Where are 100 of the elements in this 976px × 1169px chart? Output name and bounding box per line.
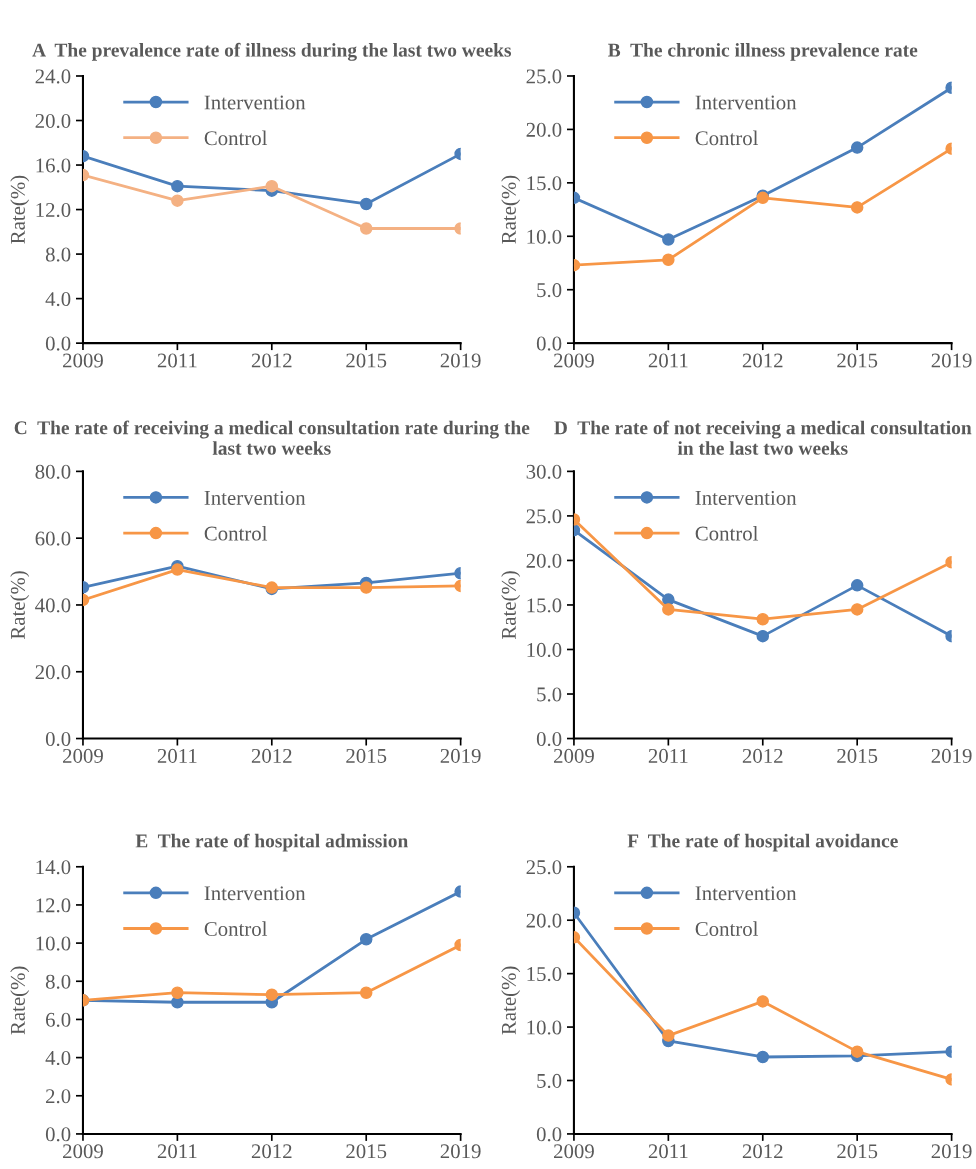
chart-title: A The prevalence rate of illness during the last two weeks (32, 42, 512, 61)
x-tick-label: 2019 (440, 748, 481, 763)
x-tick-label: 2009 (63, 1144, 103, 1159)
y-tick-label: 60.0 (35, 531, 71, 546)
y-tick-label: 10.0 (527, 229, 562, 244)
y-tick-label: 10.0 (527, 1020, 562, 1035)
y-tick-label: 6.0 (46, 1012, 71, 1027)
y-tick-label: 0.0 (45, 1127, 71, 1142)
point (359, 197, 373, 211)
y-tick-label: 15.0 (527, 967, 562, 982)
y-tick-label: 20.0 (526, 122, 562, 137)
y-tick-label: 80.0 (35, 464, 71, 479)
point (756, 612, 770, 626)
legend-label: Intervention (204, 490, 306, 505)
x-tick-label: 2019 (931, 1144, 972, 1159)
y-tick-label: 12.0 (36, 202, 71, 218)
x-tick-label: 2015 (837, 748, 878, 763)
y-tick-label: 16.0 (36, 158, 71, 173)
y-tick-label: 40.0 (35, 598, 71, 613)
y-tick-label: 10.0 (36, 936, 71, 951)
x-tick-label: 2012 (251, 353, 292, 368)
y-tick-label: 30.0 (526, 464, 562, 479)
point (850, 1045, 864, 1058)
point (756, 1050, 770, 1064)
y-tick-label: 0.0 (45, 336, 71, 351)
legend-label: Intervention (695, 886, 797, 901)
point (265, 988, 279, 1001)
y-tick-label: 15.0 (527, 176, 562, 191)
point (171, 194, 184, 207)
point (359, 933, 373, 946)
y-tick-label: 10.0 (527, 642, 562, 658)
y-axis-title: Rate(%) (501, 966, 521, 1035)
legend-label: Control (204, 525, 268, 541)
point (662, 233, 675, 246)
point (265, 179, 279, 193)
x-tick-label: 2019 (440, 353, 481, 368)
point (359, 581, 373, 594)
y-tick-label: 20.0 (526, 553, 562, 568)
y-tick-label: 14.0 (36, 860, 71, 875)
x-tick-label: 2012 (742, 748, 783, 763)
x-tick-label: 2009 (63, 353, 103, 368)
x-tick-label: 2011 (648, 1144, 688, 1159)
legend-label: Control (695, 130, 759, 146)
y-tick-label: 5.0 (537, 687, 562, 702)
x-tick-label: 2015 (837, 353, 878, 368)
point (662, 1029, 675, 1042)
y-tick-label: 25.0 (526, 509, 562, 524)
point (756, 629, 770, 643)
x-tick-label: 2012 (742, 1144, 783, 1159)
legend-label: Control (695, 525, 759, 541)
legend-label: Intervention (204, 886, 306, 901)
y-axis-title: Rate(%) (10, 175, 30, 244)
x-tick-label: 2009 (63, 748, 103, 763)
chart-title: B The chronic illness prevalence rate (608, 43, 918, 61)
point (662, 253, 675, 267)
point (359, 222, 373, 235)
y-tick-label: 20.0 (35, 113, 71, 129)
point (171, 179, 184, 193)
y-tick-label: 8.0 (45, 247, 71, 262)
y-tick-label: 0.0 (536, 731, 562, 747)
x-tick-label: 2015 (346, 748, 387, 763)
y-tick-label: 0.0 (536, 1127, 562, 1142)
legend-label: Control (204, 921, 268, 936)
legend-label: Intervention (695, 95, 797, 110)
y-tick-label: 5.0 (537, 1073, 562, 1089)
x-tick-label: 2011 (157, 748, 197, 763)
x-tick-label: 2019 (440, 1144, 481, 1159)
chart-title: F The rate of hospital avoidance (627, 833, 898, 852)
point (850, 579, 864, 592)
y-axis-title: Rate(%) (10, 966, 30, 1035)
y-tick-label: 5.0 (537, 283, 562, 298)
point (850, 201, 864, 214)
x-tick-label: 2011 (157, 1144, 197, 1159)
legend-label: Control (204, 130, 268, 146)
y-tick-label: 25.0 (526, 860, 562, 875)
x-tick-label: 2011 (157, 353, 197, 368)
x-tick-label: 2019 (931, 353, 972, 368)
x-tick-label: 2015 (837, 1144, 878, 1159)
x-tick-label: 2012 (742, 353, 783, 368)
x-tick-label: 2015 (346, 353, 387, 368)
x-tick-label: 2009 (554, 748, 594, 763)
y-tick-label: 15.0 (527, 598, 562, 613)
y-axis-title: Rate(%) (501, 571, 521, 640)
y-tick-label: 20.0 (35, 665, 71, 680)
point (850, 141, 864, 154)
point (662, 603, 675, 616)
y-axis-title: Rate(%) (501, 175, 521, 244)
y-tick-label: 4.0 (45, 291, 71, 307)
x-tick-label: 2011 (648, 748, 688, 763)
chart-title: E The rate of hospital admission (135, 833, 408, 852)
point (850, 603, 864, 616)
y-tick-label: 4.0 (45, 1050, 71, 1066)
x-tick-label: 2011 (648, 353, 688, 368)
x-tick-label: 2019 (931, 748, 972, 763)
x-tick-label: 2012 (251, 748, 292, 763)
y-tick-label: 25.0 (526, 69, 562, 84)
point (756, 995, 770, 1008)
legend-label: Intervention (695, 490, 797, 505)
y-tick-label: 0.0 (45, 731, 71, 747)
x-tick-label: 2015 (346, 1144, 387, 1159)
